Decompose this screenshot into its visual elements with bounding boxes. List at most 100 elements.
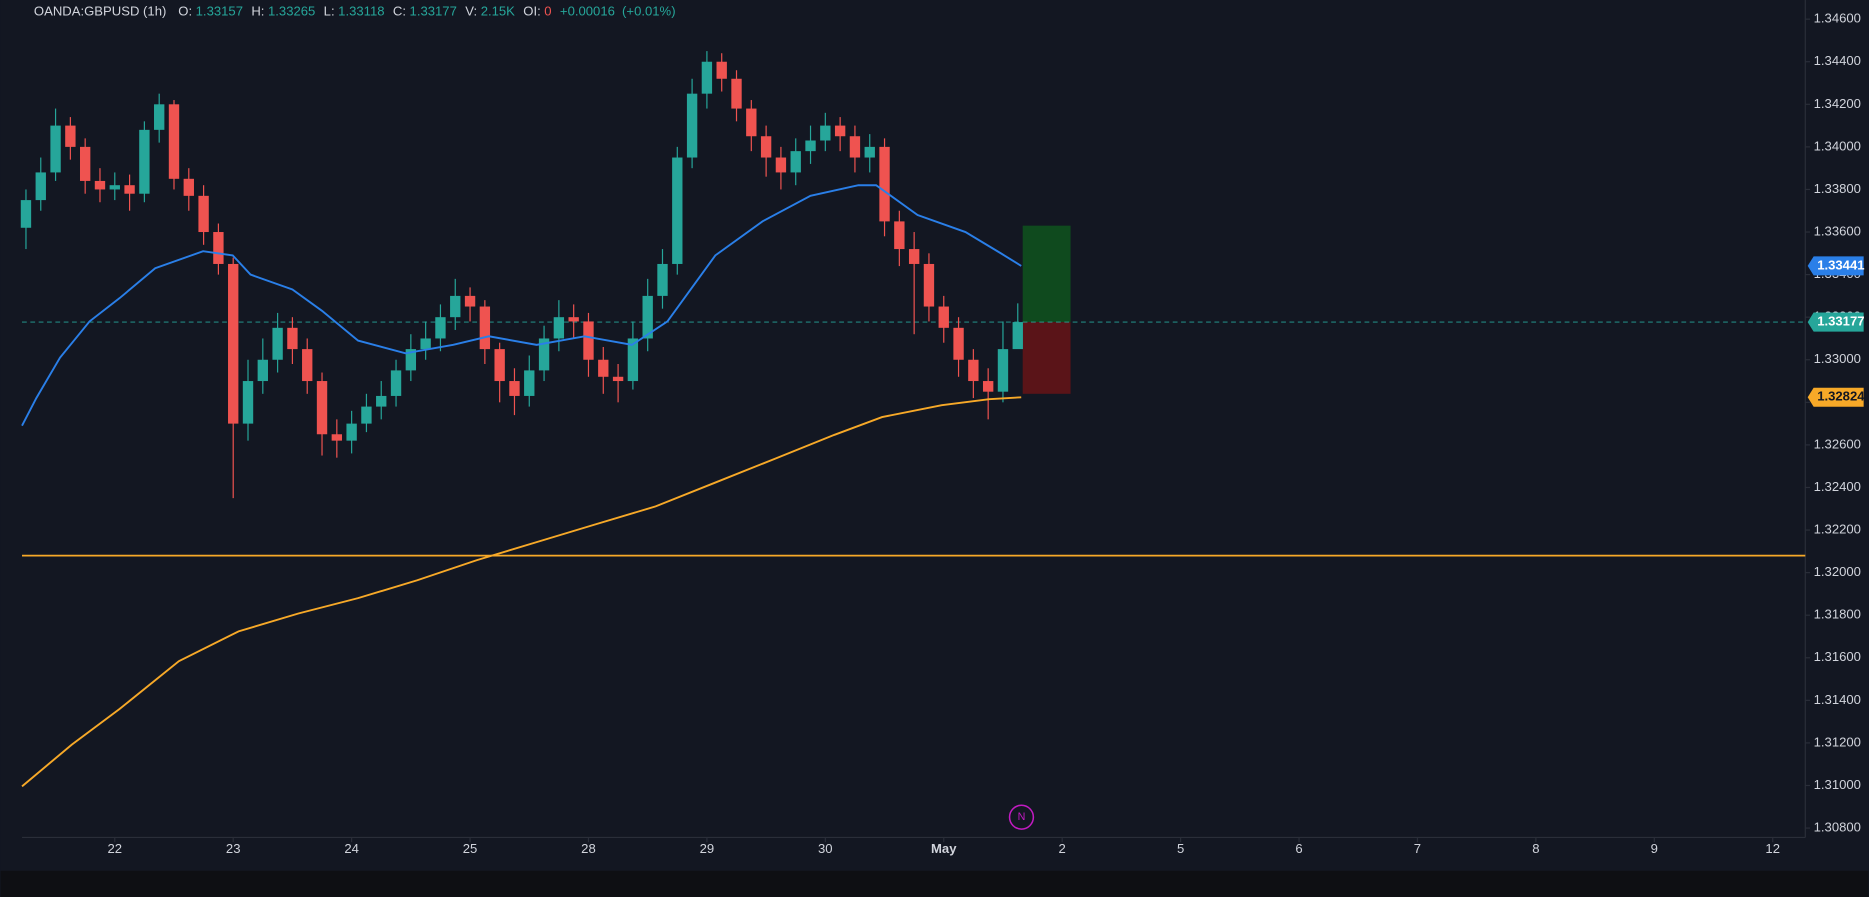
candle-body <box>316 381 328 435</box>
candle-body <box>420 338 431 350</box>
x-tick-label: 22 <box>107 841 122 856</box>
header-text: +0.00016 <box>560 3 615 18</box>
header-text: V: <box>465 3 477 18</box>
candle-body <box>598 359 609 377</box>
header-text: (+0.01%) <box>622 3 676 18</box>
header-text: 0 <box>544 3 551 18</box>
candle-body <box>272 327 283 360</box>
x-tick-label: 9 <box>1651 841 1658 856</box>
legend-header: OANDA:GBPUSD (1h) O: 1.33157 H: 1.33265 L: 1.… <box>34 3 676 18</box>
x-tick-label: 7 <box>1414 841 1421 856</box>
candle-body <box>805 140 816 152</box>
header-text: C: <box>393 3 406 18</box>
candle-body <box>376 395 387 407</box>
candle-body <box>494 349 505 382</box>
candle-body <box>790 151 801 173</box>
y-tick-label: 1.31600 <box>1814 649 1861 664</box>
header-text: 1.33118 <box>338 3 384 18</box>
price-tag-label: 1.32824 <box>1817 389 1865 404</box>
candle-body <box>524 370 535 396</box>
candle-body <box>672 157 683 264</box>
stop-zone <box>1022 322 1071 394</box>
x-tick-label: 30 <box>818 841 833 856</box>
candle-body <box>686 93 698 158</box>
price-tag <box>1807 312 1864 332</box>
candle-body <box>553 317 565 339</box>
y-tick-label: 1.33000 <box>1814 351 1861 366</box>
x-tick-label: 24 <box>344 841 359 856</box>
candle-body <box>257 359 268 382</box>
x-tick-label: 25 <box>463 841 478 856</box>
candle-body <box>1012 322 1023 350</box>
candle-body <box>982 381 994 392</box>
candle-body <box>168 104 180 179</box>
candle-body <box>287 327 298 350</box>
candle-body <box>390 370 402 396</box>
y-tick-label: 1.31000 <box>1814 777 1861 792</box>
target-zone <box>1022 225 1071 323</box>
y-tick-label: 1.34200 <box>1814 96 1861 111</box>
header-text: 1.33265 <box>268 3 315 18</box>
moving-average <box>21 396 1022 788</box>
candle-body <box>509 381 520 396</box>
y-tick-label: 1.33800 <box>1814 181 1861 196</box>
candle-body <box>775 157 787 173</box>
candle-body <box>20 200 32 228</box>
y-tick-label: 1.34600 <box>1814 11 1861 26</box>
candle-body <box>953 327 964 360</box>
y-tick-label: 1.32000 <box>1814 564 1861 579</box>
candle-body <box>331 434 343 441</box>
candle-body <box>154 104 165 130</box>
candle-body <box>79 146 91 181</box>
y-tick-label: 1.32400 <box>1814 479 1861 494</box>
moving-average <box>21 184 1022 427</box>
candle-body <box>198 195 209 233</box>
candle-body <box>701 61 713 94</box>
x-tick-label: 5 <box>1177 841 1184 856</box>
news-icon[interactable] <box>1008 804 1035 830</box>
price-tag <box>1807 387 1864 407</box>
header-text: 2.15K <box>481 3 515 18</box>
x-tick-label: 29 <box>700 841 715 856</box>
header-text: 1.33157 <box>196 3 243 18</box>
candle-body <box>228 263 239 424</box>
candle-body <box>746 108 757 137</box>
candle-body <box>583 321 594 360</box>
candle-body <box>657 263 668 296</box>
candle-body <box>849 136 861 158</box>
candle-body <box>568 317 579 322</box>
candle-body <box>242 381 254 424</box>
x-tick-label: 2 <box>1059 841 1066 856</box>
candle-body <box>923 263 935 307</box>
y-tick-label: 1.30800 <box>1814 820 1861 835</box>
candle-body <box>864 146 875 158</box>
header-text: H: <box>251 3 264 18</box>
header-text: 1.33177 <box>410 3 457 18</box>
bottom-bar <box>0 870 1869 897</box>
candle-body <box>820 125 831 141</box>
candle-body <box>183 178 194 196</box>
candle-body <box>938 306 949 328</box>
candle-body <box>642 295 653 339</box>
x-tick-label: 28 <box>581 841 596 856</box>
header-text: L: <box>324 3 335 18</box>
candle-body <box>627 338 639 382</box>
candle-body <box>908 249 920 264</box>
candle-body <box>139 129 150 194</box>
x-tick-label: 6 <box>1295 841 1302 856</box>
candle-body <box>435 317 446 339</box>
candle-body <box>716 61 727 79</box>
candle-body <box>361 406 372 424</box>
candle-body <box>302 349 313 382</box>
x-tick-label: 8 <box>1532 841 1539 856</box>
candle-body <box>94 180 106 190</box>
header-text: OI: <box>523 3 540 18</box>
candle-body <box>968 359 979 382</box>
y-tick-label: 1.31200 <box>1814 734 1861 749</box>
candle-body <box>35 172 46 201</box>
x-tick-label: May <box>931 841 957 856</box>
x-tick-label: 12 <box>1765 841 1780 856</box>
